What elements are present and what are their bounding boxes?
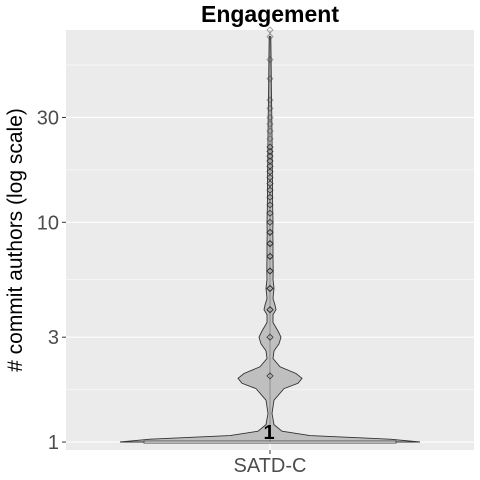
outlier-point xyxy=(266,306,274,314)
outlier-point xyxy=(266,96,274,104)
outlier-point xyxy=(266,252,274,260)
outlier-point xyxy=(266,179,274,188)
y-axis-title: # commit authors (log scale) xyxy=(4,108,27,372)
outlier-point xyxy=(266,55,274,64)
outlier-point xyxy=(266,120,274,128)
y-tick-label: 1 xyxy=(48,432,59,454)
outlier-point xyxy=(266,173,274,182)
outlier-point xyxy=(266,143,274,151)
outlier-point xyxy=(266,168,274,176)
outlier-point xyxy=(266,193,274,201)
outlier-point xyxy=(266,135,274,143)
median-label: 1 xyxy=(263,422,274,444)
outlier-point xyxy=(266,26,274,34)
outlier-point xyxy=(266,209,274,217)
outlier-point xyxy=(266,113,274,122)
outlier-point xyxy=(266,333,274,341)
outlier-point xyxy=(266,284,274,293)
outlier-point xyxy=(266,218,274,226)
outlier-point xyxy=(266,157,274,165)
violin-layer xyxy=(119,30,421,444)
outlier-point xyxy=(266,267,274,275)
outlier-point xyxy=(266,239,274,248)
outlier-point xyxy=(266,201,274,209)
outlier-points xyxy=(266,26,274,380)
outlier-point xyxy=(266,104,274,112)
outlier-point xyxy=(266,186,274,194)
chart-title: Engagement xyxy=(201,1,339,27)
outlier-point xyxy=(266,152,274,160)
y-tick-label: 30 xyxy=(37,107,59,129)
outlier-point xyxy=(266,228,274,236)
outlier-point xyxy=(266,32,274,41)
axis-layer: 1 3 10 30 SATD-C xyxy=(37,107,307,477)
x-tick-label: SATD-C xyxy=(234,455,307,477)
outlier-point xyxy=(266,147,274,156)
y-tick-label: 3 xyxy=(48,327,59,349)
outlier-point xyxy=(266,127,274,135)
y-tick-label: 10 xyxy=(37,212,59,234)
outlier-point xyxy=(266,162,274,170)
outlier-point xyxy=(266,372,274,380)
outlier-point xyxy=(266,75,274,83)
